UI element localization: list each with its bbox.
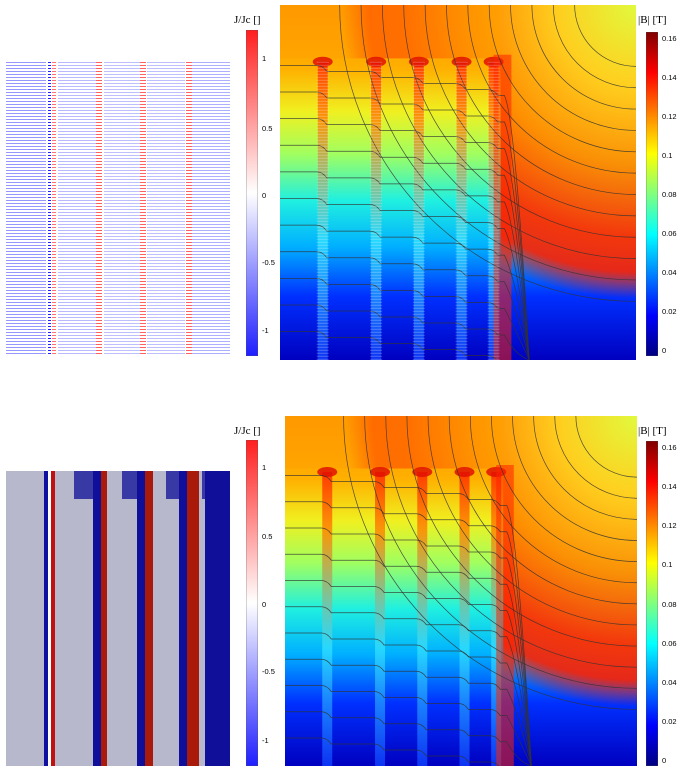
- top-field-tick-2: 0.12: [662, 112, 677, 121]
- bottom-field-tick-0: 0.16: [662, 443, 677, 452]
- bottom-field-colorbar-label: |B| [T]: [638, 425, 667, 437]
- bottom-current-colorbar: [246, 440, 258, 766]
- bottom-current-stripes: [6, 471, 230, 766]
- field-tape-stripe-0: [322, 472, 333, 766]
- top-field-colorbar-label: |B| [T]: [638, 14, 667, 26]
- top-field-colorbar: [646, 32, 658, 356]
- bottom-band-6: [101, 471, 107, 766]
- top-current-density-plot: [6, 62, 230, 355]
- bottom-band-4: [55, 471, 93, 766]
- bottom-band-13: [199, 471, 205, 766]
- field-tape-stripe-1: [371, 61, 382, 360]
- bottom-band-9: [145, 471, 153, 766]
- field-contours: [280, 5, 636, 360]
- bottom-current-tick-neg1: -1: [262, 736, 269, 745]
- bottom-field-colorbar: [646, 441, 658, 766]
- top-field-tick-7: 0.02: [662, 307, 677, 316]
- bottom-band-3: [51, 471, 55, 766]
- bottom-band-11: [179, 471, 187, 766]
- top-current-colorbar-label: J/Jc []: [234, 14, 261, 26]
- top-current-tick-neg1: -1: [262, 326, 269, 335]
- bottom-current-tick-0: 0: [262, 600, 267, 609]
- bottom-band-1: [44, 471, 48, 766]
- bottom-field-map: [285, 416, 637, 766]
- bottom-band-8: [137, 471, 145, 766]
- field-dashed-overlay: [316, 61, 500, 360]
- top-field-tick-6: 0.04: [662, 268, 677, 277]
- field-high-region: [285, 416, 637, 766]
- top-field-tick-1: 0.14: [662, 73, 677, 82]
- field-tape-stripe-3: [456, 61, 467, 360]
- top-field-tick-3: 0.1: [662, 151, 673, 160]
- bottom-band-2: [48, 471, 51, 766]
- top-field-plot: [280, 5, 636, 360]
- bottom-field-plot: [285, 416, 637, 766]
- top-current-tick-1: 1: [262, 54, 267, 63]
- bottom-current-tick-1: 1: [262, 463, 267, 472]
- bottom-field-tick-5: 0.06: [662, 638, 677, 648]
- top-field-tick-5: 0.06: [662, 229, 677, 238]
- bottom-band-14: [205, 471, 230, 766]
- bottom-current-tick-neg0.5: -0.5: [262, 667, 275, 676]
- bottom-field-tick-1: 0.14: [662, 482, 677, 492]
- bottom-band-10: [153, 471, 179, 766]
- field-tape-stripe-0: [317, 61, 328, 360]
- bottom-band-12: [187, 471, 199, 766]
- top-current-colorbar: [246, 30, 258, 356]
- bottom-band-0: [6, 471, 44, 766]
- bottom-field-tick-3: 0.1: [662, 560, 673, 570]
- bottom-field-tick-8: 0: [662, 756, 667, 765]
- top-stripe-group: [6, 62, 230, 354]
- top-field-tick-4: 0.08: [662, 190, 677, 199]
- top-field-tick-8: 0: [662, 346, 667, 355]
- field-tape-stripe-1: [375, 472, 386, 766]
- bottom-field-tick-4: 0.08: [662, 599, 677, 609]
- top-current-tick-neg0.5: -0.5: [262, 258, 275, 267]
- top-current-stripes: [6, 62, 230, 354]
- top-current-tick-0: 0: [262, 191, 267, 200]
- bottom-band-5: [93, 471, 101, 766]
- bottom-field-tick-6: 0.04: [662, 677, 677, 687]
- top-field-tick-0: 0.16: [662, 34, 677, 43]
- bottom-field-tick-7: 0.02: [662, 716, 677, 726]
- bottom-band-7: [107, 471, 137, 766]
- bottom-current-density-plot: [6, 471, 230, 766]
- field-tape-stripe-2: [417, 472, 428, 766]
- field-contours: [285, 416, 637, 766]
- bottom-field-tick-2: 0.12: [662, 521, 677, 531]
- top-field-map: [280, 5, 636, 360]
- bottom-current-colorbar-label: J/Jc []: [234, 425, 261, 437]
- field-tape-stripe-3: [459, 472, 470, 766]
- bottom-current-tick-0.5: 0.5: [262, 532, 273, 541]
- field-tape-stripe-2: [413, 61, 424, 360]
- top-current-tick-0.5: 0.5: [262, 124, 273, 133]
